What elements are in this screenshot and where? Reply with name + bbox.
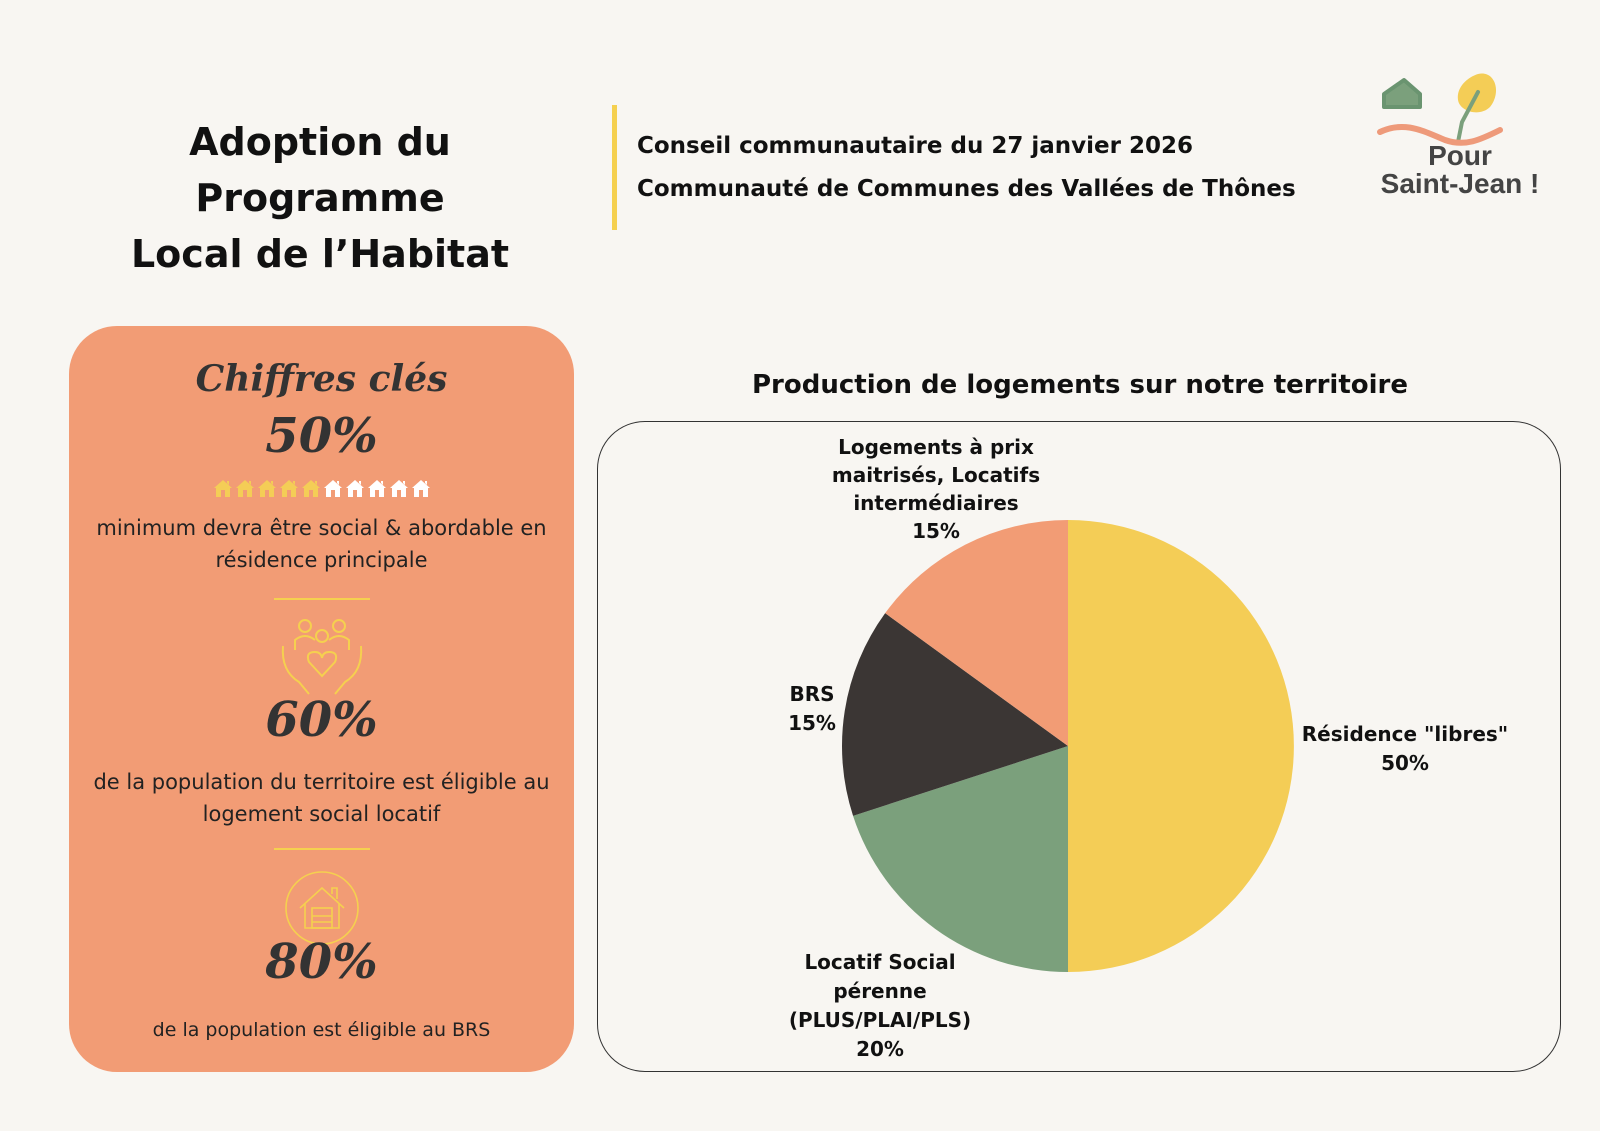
houses-rating-icon [69, 478, 574, 500]
figure-value-1: 50% [265, 408, 378, 464]
pie-slice-1 [853, 746, 1068, 972]
house-icon [257, 480, 276, 497]
slice-value: 15% [788, 711, 836, 735]
house-icon [411, 480, 430, 497]
separator [274, 848, 370, 850]
figure-value-2: 60% [265, 692, 378, 748]
house-icon [323, 480, 342, 497]
slice-value: 50% [1381, 751, 1429, 775]
divider [612, 105, 617, 230]
logo-icon [1377, 73, 1503, 146]
slice-name: Résidence "libres" [1301, 722, 1509, 746]
house-icon [301, 480, 320, 497]
title-line-2: Local de l’Habitat [130, 232, 510, 276]
pie-slice-3 [885, 520, 1068, 746]
slice-label-brs: BRS 15% [772, 680, 852, 738]
pie-slice-2 [841, 613, 1068, 816]
house-icon [345, 480, 364, 497]
title-line-1: Adoption du Programme [189, 120, 451, 220]
slice-name: Locatif Social pérenne (PLUS/PLAI/PLS) [788, 950, 972, 1032]
page-title: Adoption du Programme Local de l’Habitat [60, 114, 580, 282]
logo-text: Pour Saint-Jean ! [1360, 142, 1560, 198]
house-icon [235, 480, 254, 497]
slice-label-locatif-social: Locatif Social pérenne (PLUS/PLAI/PLS) 20… [770, 948, 990, 1064]
figure-text-1: minimum devra être social & abordable en… [96, 516, 547, 572]
chart-title: Production de logements sur notre territ… [752, 370, 1408, 400]
key-figures-heading: Chiffres clés [195, 358, 448, 400]
slice-label-prix-maitrises: Logements à prix maitrisés, Locatifs int… [830, 433, 1042, 545]
subtitle-date: Conseil communautaire du 27 janvier 2026 [637, 133, 1193, 159]
house-icon [213, 480, 232, 497]
logo-line-1: Pour [1428, 140, 1492, 171]
slice-value: 15% [912, 519, 960, 543]
house-icon [389, 480, 408, 497]
key-figures-card: Chiffres clés 50% minimum devra être soc… [69, 326, 574, 1072]
slice-name: Logements à prix maitrisés, Locatifs int… [831, 435, 1041, 515]
chart-frame [597, 421, 1561, 1072]
house-icon [279, 480, 298, 497]
pie-slice-0 [1068, 520, 1294, 972]
figure-value-3: 80% [265, 934, 378, 990]
subtitle-organisation: Communauté de Communes des Vallées de Th… [637, 176, 1296, 202]
slice-value: 20% [856, 1037, 904, 1061]
figure-text-2: de la population du territoire est éligi… [93, 770, 550, 826]
house-circle-icon [285, 871, 359, 945]
separator [274, 598, 370, 600]
logo-line-2: Saint-Jean ! [1380, 168, 1540, 199]
figure-text-3: de la population est éligible au BRS [152, 1019, 491, 1041]
hands-holding-family-icon [281, 619, 363, 695]
house-icon [367, 480, 386, 497]
slice-name: BRS [789, 682, 835, 706]
slice-label-residence-libres: Résidence "libres" 50% [1290, 720, 1520, 778]
